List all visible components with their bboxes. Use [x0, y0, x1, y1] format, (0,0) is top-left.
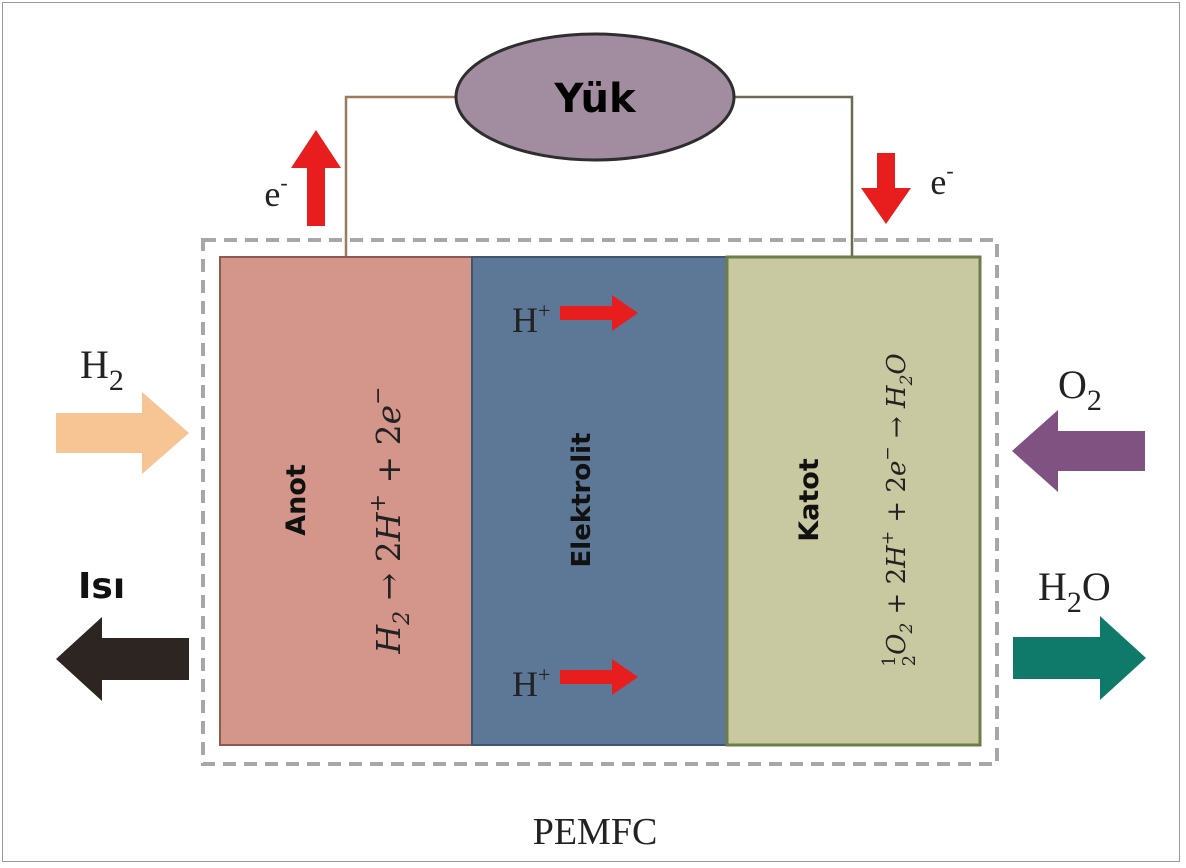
- load-label: Yük: [553, 76, 637, 122]
- anode-label: Anot: [281, 464, 312, 536]
- electrolyte-layer: [471, 256, 728, 746]
- electron-right-label: e-: [930, 158, 953, 202]
- o2-input-label: O2: [1058, 362, 1102, 417]
- cathode-layer: [725, 255, 982, 747]
- cathode-reaction: 12O2 + 2H+ + 2e− → H2O: [878, 353, 920, 667]
- water-output-label: H2O: [1038, 564, 1111, 619]
- o2-input-arrow: [1012, 410, 1145, 492]
- load-ellipse: [454, 32, 736, 162]
- electron-left-label: e-: [264, 170, 287, 214]
- heat-output-label: Isı: [78, 566, 125, 607]
- cathode-wire: [730, 95, 854, 256]
- proton-bottom-arrow: [560, 659, 638, 695]
- h2-input-arrow: [56, 392, 189, 474]
- proton-top-label: H+: [512, 298, 550, 340]
- cell-boundary: [201, 238, 999, 766]
- proton-top-arrow: [560, 295, 638, 331]
- diagram-caption: PEMFC: [533, 811, 658, 853]
- anode-wire: [344, 95, 462, 256]
- cathode-label: Katot: [794, 458, 825, 542]
- water-output-arrow: [1013, 616, 1146, 700]
- electron-down-arrow: [861, 153, 911, 224]
- h2-input-label: H2: [80, 342, 124, 397]
- proton-bottom-label: H+: [512, 662, 550, 704]
- anode-reaction: H2 → 2H+ + 2e−: [366, 386, 415, 654]
- anode-layer: [219, 256, 473, 746]
- electrolyte-label: Elektrolit: [567, 433, 597, 568]
- heat-output-arrow: [56, 617, 189, 701]
- electron-up-arrow: [291, 130, 341, 226]
